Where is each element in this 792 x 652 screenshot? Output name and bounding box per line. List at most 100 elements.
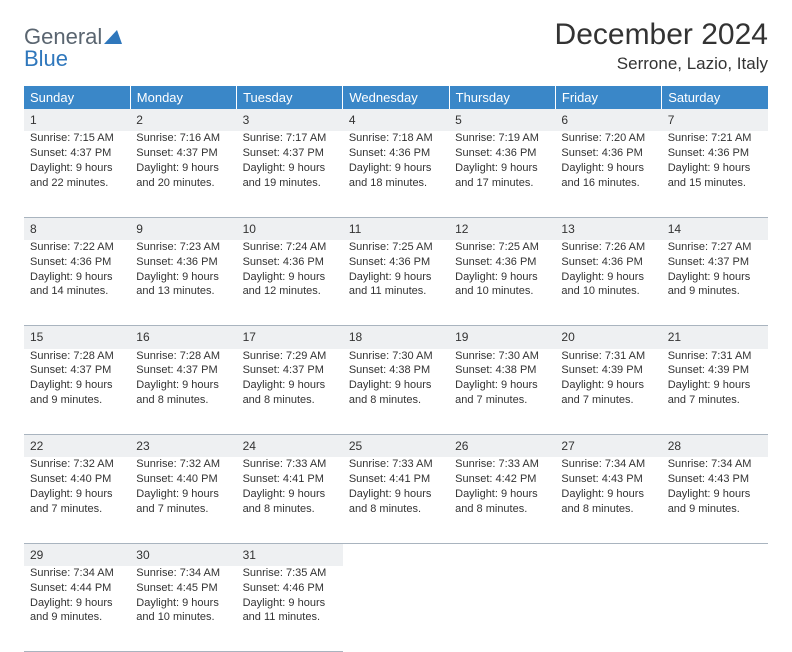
sunrise-text: Sunrise: 7:35 AM: [243, 566, 337, 581]
daynum-row: 15161718192021: [24, 326, 768, 349]
day-cell: Sunrise: 7:23 AMSunset: 4:36 PMDaylight:…: [130, 240, 236, 326]
day-cell: Sunrise: 7:30 AMSunset: 4:38 PMDaylight:…: [449, 349, 555, 435]
day-cell: Sunrise: 7:34 AMSunset: 4:44 PMDaylight:…: [24, 566, 130, 652]
sunrise-text: Sunrise: 7:34 AM: [668, 457, 762, 472]
day-number-cell: 26: [449, 435, 555, 458]
daylight-text-1: Daylight: 9 hours: [455, 378, 549, 393]
sunset-text: Sunset: 4:42 PM: [455, 472, 549, 487]
brand-blue: Blue: [24, 46, 68, 71]
daylight-text-1: Daylight: 9 hours: [349, 378, 443, 393]
sunset-text: Sunset: 4:46 PM: [243, 581, 337, 596]
daylight-text-1: Daylight: 9 hours: [30, 161, 124, 176]
daylight-text-2: and 11 minutes.: [349, 284, 443, 299]
sunrise-text: Sunrise: 7:31 AM: [561, 349, 655, 364]
sunset-text: Sunset: 4:43 PM: [668, 472, 762, 487]
daylight-text-2: and 22 minutes.: [30, 176, 124, 191]
sunset-text: Sunset: 4:40 PM: [30, 472, 124, 487]
daylight-text-1: Daylight: 9 hours: [30, 270, 124, 285]
daylight-text-1: Daylight: 9 hours: [136, 596, 230, 611]
weekday-header: Sunday: [24, 86, 130, 109]
day-number-cell: 28: [662, 435, 768, 458]
day-cell: Sunrise: 7:22 AMSunset: 4:36 PMDaylight:…: [24, 240, 130, 326]
daylight-text-2: and 15 minutes.: [668, 176, 762, 191]
daylight-text-1: Daylight: 9 hours: [136, 487, 230, 502]
sunrise-text: Sunrise: 7:25 AM: [349, 240, 443, 255]
sunset-text: Sunset: 4:37 PM: [136, 146, 230, 161]
day-cell: Sunrise: 7:25 AMSunset: 4:36 PMDaylight:…: [343, 240, 449, 326]
daylight-text-2: and 14 minutes.: [30, 284, 124, 299]
day-cell: Sunrise: 7:34 AMSunset: 4:43 PMDaylight:…: [555, 457, 661, 543]
brand-triangle-icon: [104, 26, 122, 48]
daylight-text-1: Daylight: 9 hours: [243, 596, 337, 611]
daylight-text-2: and 10 minutes.: [455, 284, 549, 299]
day-number-cell: 17: [237, 326, 343, 349]
day-number-cell: 20: [555, 326, 661, 349]
day-number-cell: 4: [343, 109, 449, 131]
weekday-header: Monday: [130, 86, 236, 109]
sunset-text: Sunset: 4:41 PM: [243, 472, 337, 487]
daylight-text-1: Daylight: 9 hours: [668, 378, 762, 393]
day-cell: Sunrise: 7:32 AMSunset: 4:40 PMDaylight:…: [24, 457, 130, 543]
daylight-text-2: and 8 minutes.: [136, 393, 230, 408]
daylight-text-1: Daylight: 9 hours: [668, 487, 762, 502]
daylight-text-2: and 16 minutes.: [561, 176, 655, 191]
week-row: Sunrise: 7:22 AMSunset: 4:36 PMDaylight:…: [24, 240, 768, 326]
day-cell: Sunrise: 7:33 AMSunset: 4:41 PMDaylight:…: [237, 457, 343, 543]
daylight-text-1: Daylight: 9 hours: [136, 161, 230, 176]
day-cell: Sunrise: 7:33 AMSunset: 4:42 PMDaylight:…: [449, 457, 555, 543]
sunrise-text: Sunrise: 7:33 AM: [455, 457, 549, 472]
day-number-cell: 23: [130, 435, 236, 458]
daylight-text-1: Daylight: 9 hours: [668, 161, 762, 176]
day-cell: Sunrise: 7:34 AMSunset: 4:43 PMDaylight:…: [662, 457, 768, 543]
sunset-text: Sunset: 4:37 PM: [30, 146, 124, 161]
sunset-text: Sunset: 4:36 PM: [561, 255, 655, 270]
day-number-cell: 10: [237, 217, 343, 240]
sunrise-text: Sunrise: 7:30 AM: [455, 349, 549, 364]
day-cell: Sunrise: 7:27 AMSunset: 4:37 PMDaylight:…: [662, 240, 768, 326]
day-cell: Sunrise: 7:25 AMSunset: 4:36 PMDaylight:…: [449, 240, 555, 326]
day-number-cell: 3: [237, 109, 343, 131]
day-number-cell: 2: [130, 109, 236, 131]
day-number-cell: 31: [237, 543, 343, 566]
day-number-cell: 16: [130, 326, 236, 349]
day-cell: [449, 566, 555, 652]
day-cell: Sunrise: 7:19 AMSunset: 4:36 PMDaylight:…: [449, 131, 555, 217]
sunrise-text: Sunrise: 7:26 AM: [561, 240, 655, 255]
sunrise-text: Sunrise: 7:32 AM: [136, 457, 230, 472]
brand-text: General Blue: [24, 26, 122, 70]
daylight-text-2: and 13 minutes.: [136, 284, 230, 299]
daylight-text-1: Daylight: 9 hours: [668, 270, 762, 285]
day-cell: Sunrise: 7:20 AMSunset: 4:36 PMDaylight:…: [555, 131, 661, 217]
daylight-text-2: and 8 minutes.: [561, 502, 655, 517]
daylight-text-1: Daylight: 9 hours: [349, 270, 443, 285]
sunrise-text: Sunrise: 7:33 AM: [349, 457, 443, 472]
day-number-cell: 12: [449, 217, 555, 240]
day-cell: Sunrise: 7:16 AMSunset: 4:37 PMDaylight:…: [130, 131, 236, 217]
daylight-text-1: Daylight: 9 hours: [349, 161, 443, 176]
title-block: December 2024 Serrone, Lazio, Italy: [555, 18, 768, 74]
daylight-text-2: and 7 minutes.: [668, 393, 762, 408]
weekday-header: Friday: [555, 86, 661, 109]
sunrise-text: Sunrise: 7:29 AM: [243, 349, 337, 364]
daylight-text-2: and 10 minutes.: [561, 284, 655, 299]
daynum-row: 22232425262728: [24, 435, 768, 458]
sunrise-text: Sunrise: 7:16 AM: [136, 131, 230, 146]
day-cell: Sunrise: 7:18 AMSunset: 4:36 PMDaylight:…: [343, 131, 449, 217]
daylight-text-1: Daylight: 9 hours: [136, 378, 230, 393]
calendar-table: Sunday Monday Tuesday Wednesday Thursday…: [24, 86, 768, 652]
daylight-text-1: Daylight: 9 hours: [349, 487, 443, 502]
sunrise-text: Sunrise: 7:25 AM: [455, 240, 549, 255]
sunrise-text: Sunrise: 7:34 AM: [136, 566, 230, 581]
sunrise-text: Sunrise: 7:32 AM: [30, 457, 124, 472]
daynum-row: 293031: [24, 543, 768, 566]
daylight-text-1: Daylight: 9 hours: [30, 596, 124, 611]
daylight-text-2: and 8 minutes.: [349, 393, 443, 408]
daylight-text-2: and 9 minutes.: [668, 284, 762, 299]
weekday-header: Saturday: [662, 86, 768, 109]
daylight-text-2: and 7 minutes.: [136, 502, 230, 517]
sunrise-text: Sunrise: 7:31 AM: [668, 349, 762, 364]
day-cell: Sunrise: 7:15 AMSunset: 4:37 PMDaylight:…: [24, 131, 130, 217]
sunset-text: Sunset: 4:37 PM: [30, 363, 124, 378]
day-number-cell: 5: [449, 109, 555, 131]
week-row: Sunrise: 7:15 AMSunset: 4:37 PMDaylight:…: [24, 131, 768, 217]
